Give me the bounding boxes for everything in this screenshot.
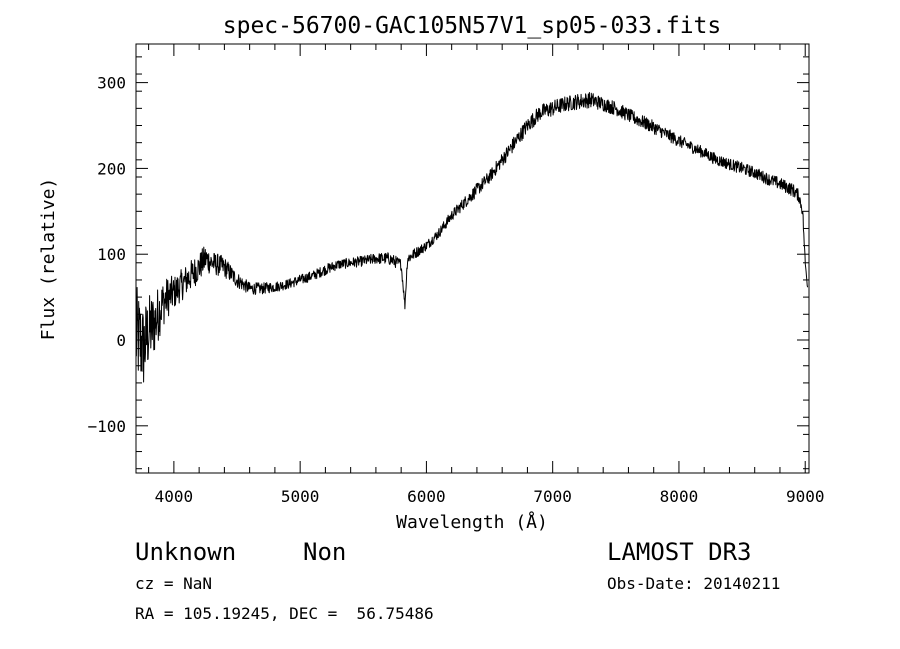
plot-frame: [135, 43, 810, 474]
y-axis-label: Flux (relative): [38, 178, 59, 341]
y-tick-label: −100: [87, 417, 126, 436]
y-tick-label: 300: [97, 74, 126, 93]
plot-area: 4000 5000 6000 7000 8000 9000 −100 0 100 200 300: [87, 43, 825, 506]
redshift-value: cz = NaN: [135, 574, 213, 593]
object-subclass: Non: [303, 538, 347, 566]
survey-name: LAMOST DR3: [607, 538, 752, 566]
spectrum-line: [135, 92, 809, 383]
coordinates: RA = 105.19245, DEC = 56.75486: [135, 604, 434, 623]
y-tick-label: 200: [97, 159, 126, 178]
observation-date: Obs-Date: 20140211: [607, 574, 781, 593]
x-tick-label: 8000: [660, 487, 699, 506]
x-tick-label: 6000: [407, 487, 446, 506]
x-tick-label: 7000: [533, 487, 572, 506]
x-tick-label: 5000: [281, 487, 320, 506]
x-tick-label: 9000: [786, 487, 825, 506]
x-axis-label: Wavelength (Å): [396, 511, 548, 533]
object-class: Unknown: [135, 538, 237, 566]
x-tick-label: 4000: [155, 487, 194, 506]
y-tick-label: 0: [116, 331, 126, 350]
y-tick-label: 100: [97, 245, 126, 264]
chart-title: spec-56700-GAC105N57V1_sp05-033.fits: [223, 13, 722, 39]
